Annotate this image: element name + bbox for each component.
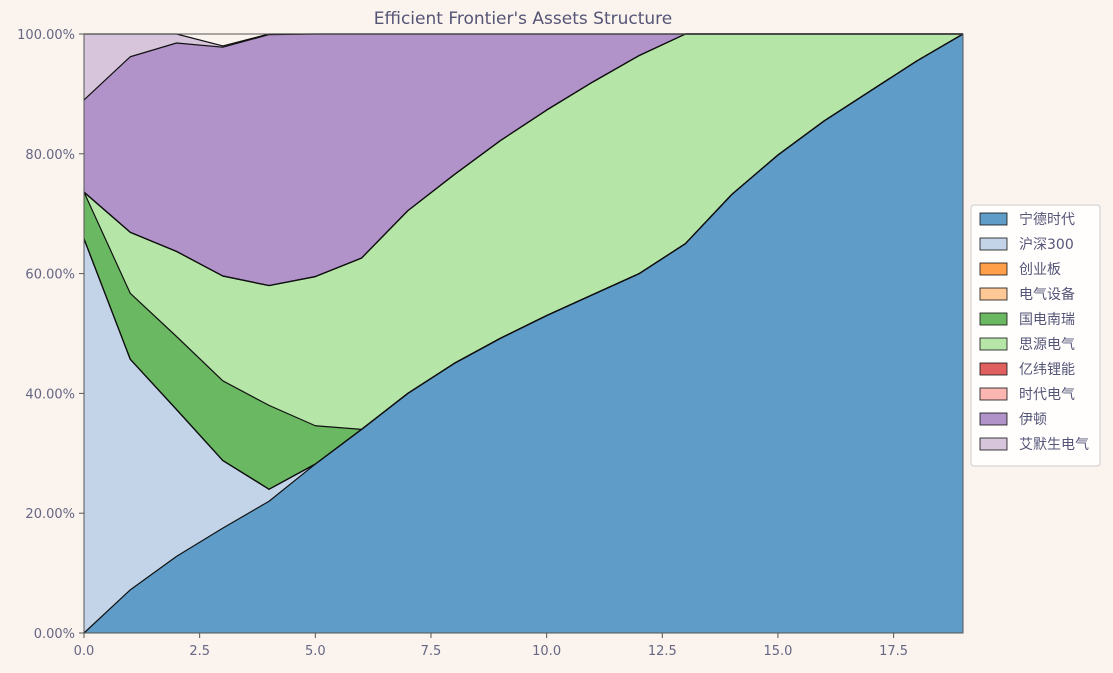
area-layers — [84, 34, 963, 633]
y-tick-label: 20.00% — [25, 507, 75, 522]
x-tick-label: 7.5 — [421, 644, 442, 659]
x-tick-label: 17.5 — [879, 644, 908, 659]
x-tick-label: 2.5 — [189, 644, 210, 659]
x-tick-label: 10.0 — [532, 644, 561, 659]
x-tick-label: 15.0 — [763, 644, 792, 659]
y-tick-label: 80.00% — [25, 148, 75, 163]
legend-label: 宁德时代 — [1019, 211, 1075, 228]
legend-swatch — [979, 362, 1008, 376]
y-tick-label: 60.00% — [25, 268, 75, 283]
legend-label: 时代电气 — [1019, 387, 1075, 403]
legend-label: 伊顿 — [1019, 412, 1047, 428]
legend-label: 亿纬锂能 — [1019, 362, 1075, 378]
x-tick-label: 0.0 — [74, 644, 95, 659]
area-series-0 — [84, 34, 963, 633]
legend-label: 艾默生电气 — [1019, 437, 1089, 453]
legend-swatch — [979, 387, 1008, 401]
axes: 0.0 2.5 5.0 7.5 10.0 12.5 15.0 17.5 0.00% 20.00% 4… — [17, 28, 964, 659]
legend-label: 思源电气 — [1019, 337, 1075, 353]
legend-swatch — [979, 262, 1008, 276]
area-series-5 — [84, 34, 963, 430]
legend-swatch — [979, 337, 1008, 351]
x-tick-label: 12.5 — [648, 644, 677, 659]
x-tick-label: 5.0 — [305, 644, 326, 659]
plot-frame — [83, 33, 964, 634]
edge-series-4 — [83, 33, 964, 430]
legend-swatch — [979, 437, 1008, 451]
legend-label: 国电南瑞 — [1019, 312, 1075, 328]
legend-swatch — [979, 412, 1008, 426]
legend-label: 创业板 — [1019, 262, 1061, 278]
legend-swatch — [979, 212, 1008, 226]
area-series-9 — [84, 34, 963, 100]
legend-swatch — [979, 287, 1008, 301]
chart-title: Efficient Frontier's Assets Structure — [374, 9, 672, 29]
legend-swatch — [979, 312, 1008, 326]
y-tick-label: 0.00% — [34, 627, 75, 642]
legend-swatch — [979, 237, 1008, 251]
y-tick-label: 40.00% — [25, 387, 75, 402]
y-tick-label: 100.00% — [17, 28, 75, 43]
legend-label: 电气设备 — [1019, 286, 1075, 303]
area-series-8 — [84, 34, 963, 286]
legend-label: 沪深300 — [1019, 237, 1074, 253]
